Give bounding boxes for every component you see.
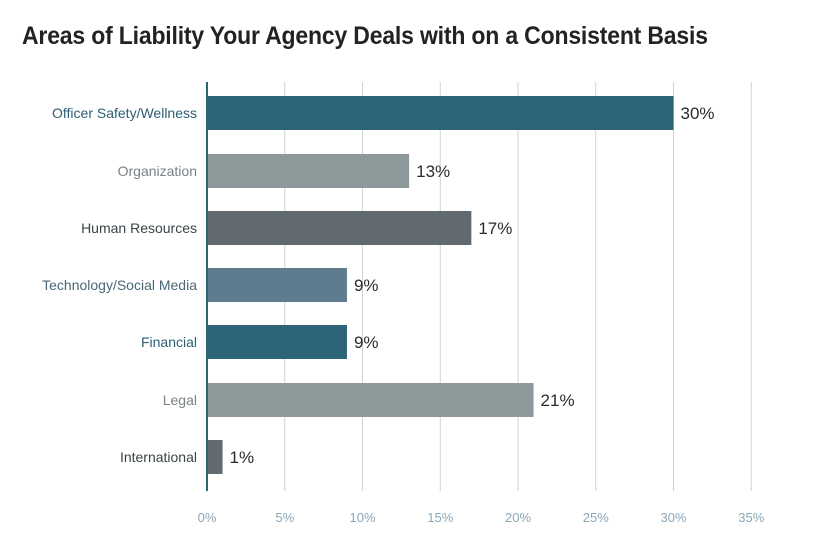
value-label: 9% <box>354 333 379 352</box>
value-label: 9% <box>354 276 379 295</box>
bar <box>207 325 347 359</box>
bar <box>207 383 534 417</box>
category-label: Organization <box>118 163 197 179</box>
value-label: 17% <box>478 219 512 238</box>
x-tick-label: 10% <box>349 510 375 525</box>
x-tick-label: 25% <box>583 510 609 525</box>
bars <box>207 96 674 474</box>
x-tick-label: 0% <box>198 510 217 525</box>
bar <box>207 440 223 474</box>
bar <box>207 268 347 302</box>
x-tick-label: 30% <box>660 510 686 525</box>
x-tick-label: 20% <box>505 510 531 525</box>
category-label: Legal <box>163 392 197 408</box>
category-label: Financial <box>141 334 197 350</box>
gridlines <box>284 82 752 491</box>
category-label: Technology/Social Media <box>42 277 197 293</box>
value-label: 13% <box>416 162 450 181</box>
bar <box>207 96 674 130</box>
labels: 0% 5% 10% 15% 20% 25% 30% 35% 30% Officer Safety/… <box>42 104 765 525</box>
x-tick-label: 15% <box>427 510 453 525</box>
category-label: International <box>120 449 197 465</box>
value-label: 30% <box>681 104 715 123</box>
x-tick-label: 35% <box>738 510 764 525</box>
bar <box>207 211 472 245</box>
value-label: 1% <box>230 448 255 467</box>
category-label: Officer Safety/Wellness <box>52 105 197 121</box>
value-label: 21% <box>541 391 575 410</box>
chart-title: Areas of Liability Your Agency Deals wit… <box>22 22 708 50</box>
category-label: Human Resources <box>81 220 197 236</box>
x-tick-label: 5% <box>275 510 294 525</box>
bar <box>207 154 410 188</box>
